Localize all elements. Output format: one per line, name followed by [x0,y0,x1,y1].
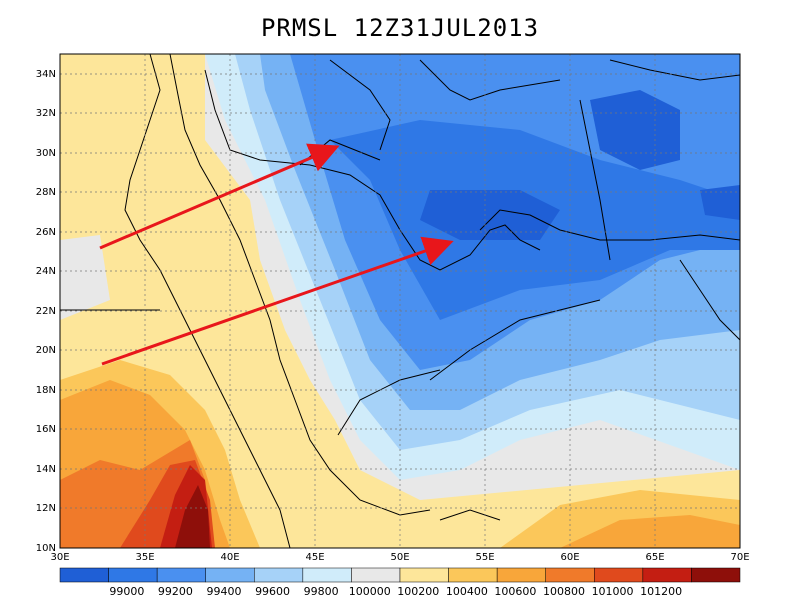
colorbar-label: 100800 [543,585,585,598]
colorbar-label: 100200 [397,585,439,598]
lon-label: 70E [730,552,749,563]
lat-label: 18N [36,385,56,396]
map-frame [59,53,741,549]
colorbar-swatch [545,567,595,583]
colorbar-label: 99000 [109,585,144,598]
colorbar-swatch [399,567,449,583]
lat-label: 14N [36,464,56,475]
colorbar-swatch [108,567,158,583]
colorbar-label: 99400 [207,585,242,598]
lat-label: 30N [36,148,56,159]
latitude-labels: 34N 32N 30N 28N 26N 24N 22N 20N 18N 16N 14N 12N 10N [36,69,56,554]
colorbar-swatch [156,567,206,583]
gridlines [60,54,740,548]
colorbar-label: 99800 [304,585,339,598]
colorbar-swatch [691,567,741,583]
lat-label: 32N [36,108,56,119]
colorbar-swatch [59,567,109,583]
lon-label: 45E [305,552,324,563]
lat-label: 28N [36,187,56,198]
colorbar-swatch [448,567,498,583]
lon-label: 65E [645,552,664,563]
lat-label: 10N [36,543,56,554]
lat-label: 26N [36,227,56,238]
lat-label: 34N [36,69,56,80]
lat-label: 24N [36,266,56,277]
colorbar-label: 101000 [592,585,634,598]
lon-label: 35E [135,552,154,563]
colorbar-swatch [302,567,352,583]
colorbar-label: 101200 [640,585,682,598]
colorbar-swatch [254,567,304,583]
colorbar-swatch [496,567,546,583]
coastlines [60,54,740,548]
colorbar-swatch [351,567,401,583]
lon-label: 30E [50,552,69,563]
lat-label: 16N [36,424,56,435]
lat-label: 22N [36,306,56,317]
lon-label: 55E [475,552,494,563]
map-title: PRMSL 12Z31JUL2013 [260,14,540,42]
lon-label: 50E [390,552,409,563]
colorbar-swatch [594,567,644,583]
lon-label: 40E [220,552,239,563]
wind-arrow-south [101,236,454,366]
lon-label: 60E [560,552,579,563]
colorbar-swatch [205,567,255,583]
colorbar-label: 99600 [255,585,290,598]
colorbar-swatch [642,567,692,583]
colorbar-label: 100600 [494,585,536,598]
colorbar-label: 99200 [158,585,193,598]
colorbar: 99000 99200 99400 99600 99800 100000 100200 100… [59,567,741,598]
longitude-labels: 30E 35E 40E 45E 50E 55E 60E 65E 70E [50,552,749,563]
wind-arrow-north [99,143,340,250]
colorbar-label: 100400 [446,585,488,598]
lat-label: 20N [36,345,56,356]
lat-label: 12N [36,503,56,514]
colorbar-label: 100000 [349,585,391,598]
